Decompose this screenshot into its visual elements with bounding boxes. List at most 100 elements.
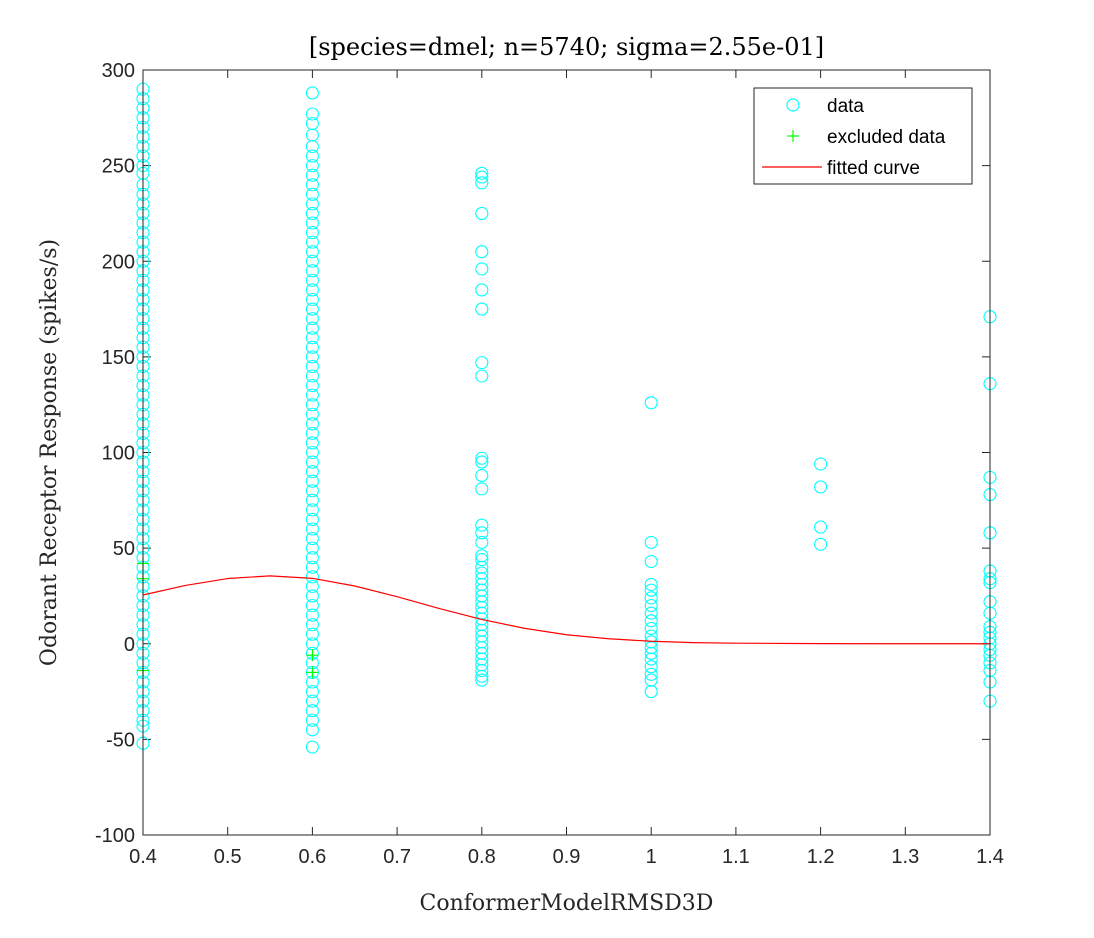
legend: data excluded data fitted curve: [753, 87, 973, 185]
data-point: [305, 436, 319, 450]
x-tick-label: 0.6: [298, 846, 326, 868]
data-point: [305, 379, 319, 393]
data-point: [475, 451, 489, 465]
x-tick-label: 1.2: [807, 846, 835, 868]
data-point: [475, 369, 489, 383]
x-tick-label: 1.4: [976, 846, 1004, 868]
data-point: [305, 579, 319, 593]
data-point: [475, 669, 489, 683]
data-point: [305, 369, 319, 383]
data-point: [305, 340, 319, 354]
fitted-curve-line: [142, 575, 990, 645]
x-tick-label: 1.1: [722, 846, 750, 868]
data-point: [475, 170, 489, 184]
legend-label-curve: fitted curve: [827, 158, 920, 179]
x-tick-label: 0.7: [383, 846, 411, 868]
plot-frame: [142, 69, 991, 836]
data-point: [475, 468, 489, 483]
legend-label-data: data: [827, 96, 864, 117]
y-axis-label: Odorant Receptor Response (spikes/s): [37, 239, 62, 666]
data-point: [305, 407, 319, 421]
curve-layer: [142, 575, 990, 645]
data-point: [475, 302, 489, 316]
y-tick-label: -50: [106, 729, 135, 751]
data-point: [644, 577, 658, 592]
data-point: [305, 283, 319, 297]
data-point: [305, 589, 319, 603]
data-point: [814, 480, 828, 494]
data-point: [305, 608, 319, 622]
data-point: [475, 356, 489, 370]
data-point: [475, 535, 489, 549]
legend-label-excluded: excluded data: [827, 127, 946, 148]
data-point: [305, 159, 319, 173]
data-point: [305, 197, 319, 211]
data-point: [305, 723, 319, 737]
data-point: [644, 396, 658, 410]
data-point: [305, 226, 319, 240]
data-point: [305, 417, 319, 431]
x-axis-label: ConformerModelRMSD3D: [420, 891, 714, 916]
data-point: [305, 178, 319, 192]
data-point: [305, 235, 319, 249]
data-point: [305, 503, 319, 517]
data-point: [305, 551, 319, 565]
data-point: [644, 598, 658, 613]
data-point: [475, 526, 489, 540]
data-point: [305, 512, 319, 526]
data-point: [644, 614, 658, 628]
data-point: [305, 273, 319, 287]
data-point: [305, 713, 319, 727]
data-point: [305, 560, 319, 574]
data-point: [814, 520, 828, 534]
data-point: [475, 553, 489, 567]
data-point: [305, 86, 319, 100]
excluded-point: [306, 666, 319, 679]
data-point: [644, 535, 658, 549]
data-point: [644, 660, 658, 674]
data-point: [305, 350, 319, 364]
data-point: [305, 598, 319, 613]
data-point: [305, 245, 319, 259]
data-point: [305, 321, 319, 335]
data-point: [305, 541, 319, 555]
data-point: [305, 465, 319, 479]
data-point: [305, 398, 319, 412]
excluded-point: [306, 649, 319, 662]
data-point: [305, 474, 319, 488]
data-point: [644, 606, 658, 620]
data-point: [305, 618, 319, 632]
data-point: [475, 482, 489, 496]
data-point: [644, 554, 658, 569]
data-point: [305, 216, 319, 230]
data-point: [475, 206, 489, 220]
data-point: [305, 187, 319, 201]
data-point: [305, 292, 319, 307]
x-tick-label: 0.5: [214, 846, 242, 868]
data-point: [305, 484, 319, 498]
data-point: [305, 455, 319, 469]
y-tick-label: 0: [124, 634, 135, 656]
data-point: [475, 673, 489, 687]
data-point: [305, 493, 319, 507]
y-tick-label: 250: [102, 156, 135, 178]
data-point: [475, 262, 489, 276]
data-point: [644, 583, 658, 597]
data-point: [644, 685, 658, 699]
x-tick-label: 0.4: [129, 846, 157, 868]
data-point: [305, 627, 319, 641]
data-point: [475, 663, 489, 678]
data-point: [475, 455, 489, 469]
data-point: [644, 591, 658, 605]
x-tick-label: 0.9: [553, 846, 581, 868]
y-tick-label: 200: [102, 251, 135, 273]
data-point: [305, 694, 319, 708]
y-tick-label: 150: [102, 347, 135, 369]
data-point: [305, 388, 319, 402]
data-point: [305, 570, 319, 584]
data-point: [305, 168, 319, 182]
data-point: [305, 740, 319, 754]
data-point: [305, 264, 319, 278]
y-tick-label: 300: [102, 60, 135, 82]
